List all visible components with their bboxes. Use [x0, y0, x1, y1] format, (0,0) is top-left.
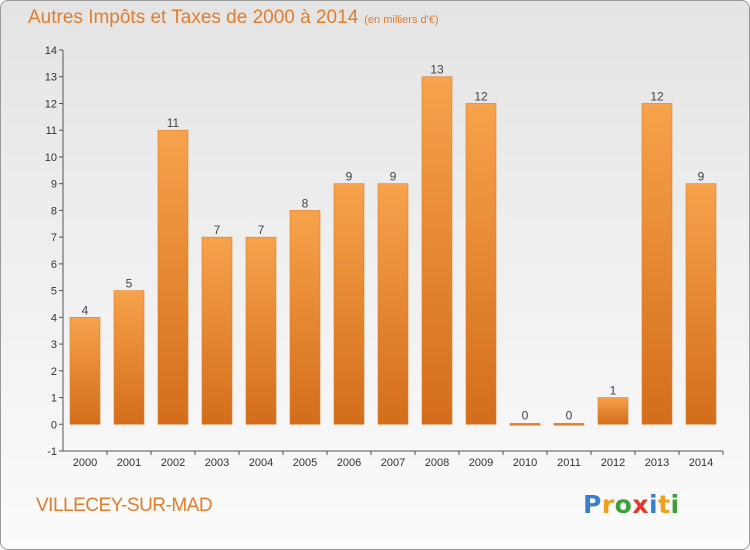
- bar-2000: [69, 317, 101, 425]
- x-tick-label: 2007: [381, 457, 405, 469]
- bar-value-label: 1: [610, 384, 617, 398]
- bar-2008: [421, 76, 453, 425]
- x-tick-label: 2014: [689, 457, 713, 469]
- bar-2010: [509, 422, 541, 426]
- y-tick-label: 14: [45, 45, 57, 57]
- x-tick-label: 2001: [117, 457, 141, 469]
- bar-value-label: 4: [82, 303, 89, 317]
- bar-2003: [201, 236, 233, 425]
- bar-value-label: 9: [346, 170, 353, 184]
- bar-value-label: 7: [258, 223, 265, 237]
- bar-2002: [157, 129, 189, 425]
- bar-value-label: 9: [390, 170, 397, 184]
- y-tick-label: 1: [51, 393, 57, 405]
- bar-value-label: 13: [430, 63, 444, 77]
- bar-2005: [289, 210, 321, 425]
- bar-value-label: 5: [126, 277, 133, 291]
- chart-title: Autres Impôts et Taxes de 2000 à 2014 (en…: [28, 7, 439, 29]
- logo-letter: i: [670, 490, 680, 519]
- logo-letter: P: [583, 490, 602, 519]
- y-tick-label: 5: [51, 286, 57, 298]
- bar-value-label: 11: [167, 116, 180, 130]
- x-tick-label: 2002: [161, 457, 185, 469]
- x-tick-label: 2005: [293, 457, 317, 469]
- y-tick-label: 2: [51, 366, 57, 378]
- bar-value-label: 8: [302, 196, 309, 210]
- bar-value-label: 7: [214, 223, 221, 237]
- x-tick-label: 2010: [513, 457, 537, 469]
- y-tick-label: 12: [45, 98, 57, 110]
- x-tick-label: 2013: [645, 457, 669, 469]
- bar-2009: [465, 103, 497, 425]
- logo-letter: i: [649, 490, 659, 519]
- bar-2001: [113, 290, 145, 425]
- bar-value-label: 12: [474, 89, 488, 103]
- town-name: VILLECEY-SUR-MAD: [36, 495, 213, 516]
- y-tick-label: -1: [47, 446, 57, 458]
- proxiti-logo: Proxiti: [583, 490, 680, 519]
- bar-value-label: 12: [650, 89, 664, 103]
- chart-unit: (en milliers d'€): [364, 14, 439, 26]
- x-tick-label: 2012: [601, 457, 625, 469]
- logo-letter: x: [632, 490, 649, 519]
- y-tick-label: 3: [51, 339, 57, 351]
- x-axis: 2000 2001 2002 2003 2004 2005 2006 2007 2008 2009…: [63, 450, 724, 469]
- bar-2013: [641, 103, 673, 425]
- x-tick-label: 2009: [469, 457, 493, 469]
- y-tick-label: 0: [51, 419, 57, 431]
- y-tick-label: 6: [51, 259, 57, 271]
- y-tick-label: 4: [51, 312, 57, 324]
- y-tick-label: 10: [45, 152, 57, 164]
- bar-value-label: 0: [522, 408, 529, 422]
- logo-letter: o: [614, 490, 633, 519]
- bar-2004: [245, 236, 277, 425]
- bar-value-label: 0: [566, 408, 573, 422]
- bar-2011: [553, 422, 585, 426]
- logo-letter: r: [601, 490, 615, 519]
- y-tick-label: 8: [51, 205, 57, 217]
- x-tick-label: 2011: [557, 457, 581, 469]
- x-tick-label: 2004: [249, 457, 273, 469]
- bar-2014: [685, 183, 717, 425]
- x-tick-label: 2008: [425, 457, 449, 469]
- y-tick-label: 11: [46, 125, 57, 137]
- bar-2006: [333, 183, 365, 425]
- bar-2012: [597, 397, 629, 425]
- y-tick-label: 7: [51, 232, 57, 244]
- logo-letter: t: [658, 490, 671, 519]
- y-tick-label: 9: [51, 179, 57, 191]
- bar-2007: [377, 183, 409, 425]
- x-tick-label: 2000: [73, 457, 97, 469]
- chart-title-text: Autres Impôts et Taxes de 2000 à 2014: [28, 7, 359, 28]
- x-tick-label: 2003: [205, 457, 229, 469]
- x-tick-label: 2006: [337, 457, 361, 469]
- bar-labels: 4 5 11 7 7 8 9 9 13 12 0 0 1 12 9: [82, 63, 705, 423]
- y-tick-label: 13: [45, 72, 57, 84]
- bars: [69, 76, 717, 426]
- bar-value-label: 9: [698, 170, 705, 184]
